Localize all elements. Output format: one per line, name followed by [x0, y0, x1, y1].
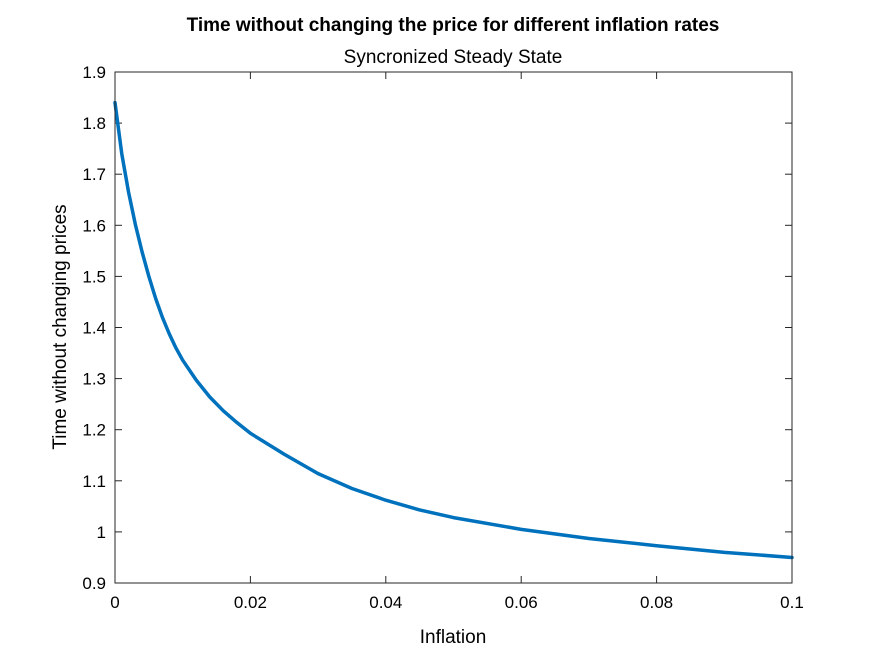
y-tick-label: 0.9 [82, 574, 106, 593]
y-tick-label: 1.2 [82, 421, 106, 440]
y-tick-label: 1.5 [82, 267, 106, 286]
y-tick-label: 1.3 [82, 370, 106, 389]
x-tick-label: 0.04 [369, 593, 402, 612]
series-layer [113, 100, 794, 560]
y-tick-label: 1.4 [82, 319, 106, 338]
y-axis-label: Time without changing prices [50, 204, 71, 449]
y-tick-label: 1 [97, 523, 106, 542]
y-tick-label: 1.7 [82, 165, 106, 184]
y-tick-label: 1.9 [82, 63, 106, 82]
chart-title: Time without changing the price for diff… [187, 15, 720, 36]
y-tick-label: 1.8 [82, 114, 106, 133]
x-tick-label: 0.1 [780, 593, 804, 612]
x-axis-label: Inflation [420, 627, 487, 648]
chart-subtitle: Syncronized Steady State [344, 47, 563, 68]
y-tick-label: 1.6 [82, 216, 106, 235]
axes-box [114, 71, 793, 584]
x-tick-label: 0 [110, 593, 119, 612]
x-tick-label: 0.02 [234, 593, 267, 612]
x-tick-label: 0.08 [640, 593, 673, 612]
x-tick-label: 0.06 [505, 593, 538, 612]
y-tick-label: 1.1 [82, 472, 106, 491]
plot-area [115, 72, 792, 583]
series-line [113, 100, 794, 560]
ticks-layer: 0 0.02 0.04 0.06 0.08 0.1 0.9 1 1.1 1.2 1.3 1.4 1.5 1… [82, 63, 803, 612]
